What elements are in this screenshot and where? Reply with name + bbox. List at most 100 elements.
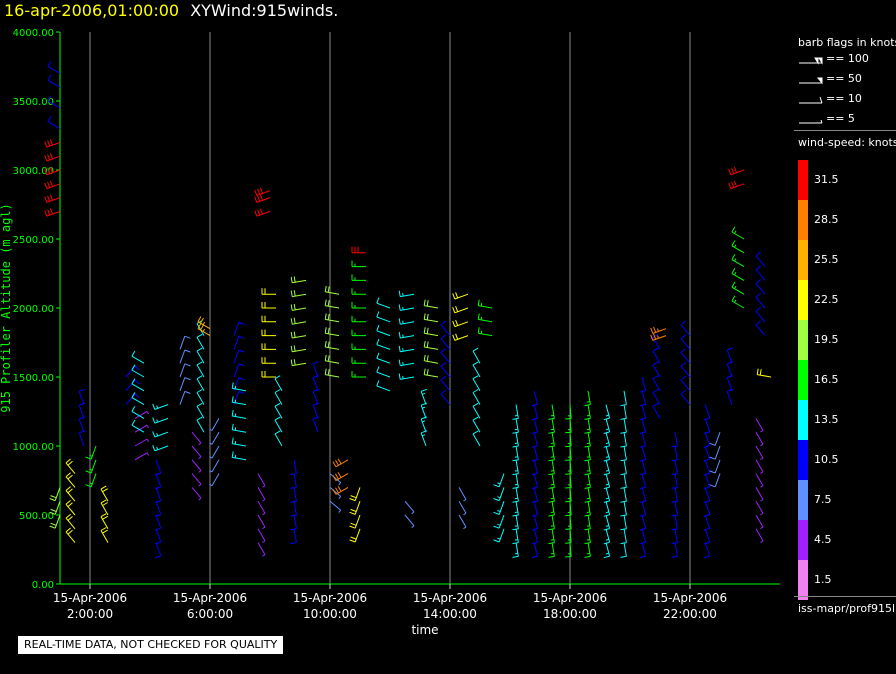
speed-scale-label: 10.5	[814, 453, 839, 466]
wind-barb	[639, 501, 647, 517]
x-tick-time-label: 10:00:00	[303, 607, 357, 621]
wind-barb	[274, 375, 283, 392]
wind-barb	[376, 325, 391, 337]
wind-barb	[152, 403, 169, 410]
wind-barb	[261, 343, 276, 350]
wind-barb	[47, 116, 61, 130]
wind-barb	[531, 404, 539, 421]
barb-sample-icon	[799, 96, 823, 104]
wind-barb	[565, 542, 572, 558]
wind-barb	[440, 362, 451, 378]
wind-barb	[531, 445, 539, 462]
x-axis-label: time	[411, 623, 438, 637]
wind-barb	[620, 418, 627, 434]
wind-barb	[231, 437, 247, 447]
wind-barb	[731, 240, 745, 254]
wind-barb	[257, 487, 266, 502]
wind-barb	[726, 361, 733, 378]
wind-barb	[652, 333, 661, 350]
wind-barb	[261, 302, 276, 309]
wind-barb	[290, 290, 307, 298]
wind-barb	[78, 430, 85, 447]
wind-barb	[209, 431, 220, 445]
wind-barb	[620, 459, 627, 476]
wind-barb	[565, 528, 572, 544]
wind-barb	[404, 500, 415, 515]
wind-barb	[191, 459, 202, 473]
wind-barb	[671, 528, 678, 545]
wind-barb	[731, 226, 745, 240]
wind-barb	[458, 514, 467, 530]
wind-barb	[65, 513, 76, 530]
wind-barb	[423, 354, 439, 364]
wind-barb	[548, 487, 555, 503]
wind-barb	[312, 361, 319, 378]
wind-barb	[709, 432, 721, 446]
wind-barb	[620, 390, 627, 407]
wind-barb	[755, 279, 766, 295]
wind-barb	[47, 74, 61, 88]
wind-barb	[49, 514, 61, 529]
wind-barb	[155, 514, 162, 531]
wind-barb	[531, 514, 539, 531]
wind-barb	[512, 542, 519, 558]
wind-barb	[440, 320, 451, 336]
wind-barb	[254, 194, 271, 203]
wind-barb	[155, 459, 162, 476]
wind-barb	[671, 501, 678, 517]
wind-barb	[755, 528, 764, 543]
y-tick-label: 4000.00	[13, 28, 54, 39]
barb-sample-icon	[799, 119, 823, 124]
wind-barb	[231, 410, 247, 419]
wind-barb	[351, 343, 366, 350]
speed-color-swatch	[798, 320, 808, 360]
x-tick-time-label: 18:00:00	[543, 607, 597, 621]
wind-barb	[531, 432, 539, 448]
x-tick-time-label: 6:00:00	[187, 607, 233, 621]
wind-barb	[420, 402, 427, 419]
wind-barb	[512, 528, 519, 545]
wind-barb	[756, 368, 772, 378]
wind-barb	[261, 288, 276, 295]
wind-barb	[755, 487, 764, 502]
y-tick-label: 3000.00	[13, 166, 54, 177]
wind-barb	[548, 404, 555, 420]
wind-barb	[652, 402, 661, 419]
barb-legend-label: == 5	[826, 112, 855, 125]
wind-barb	[351, 315, 366, 323]
legend-divider	[794, 130, 896, 131]
wind-barb	[548, 514, 555, 531]
speed-color-swatch	[798, 560, 808, 600]
wind-barb	[398, 290, 415, 298]
title-date: 16-apr-2006,01:00:00	[4, 1, 180, 20]
wind-barb	[639, 528, 647, 545]
wind-barb	[452, 292, 469, 300]
wind-barb	[290, 501, 297, 517]
wind-barb	[324, 327, 340, 337]
wind-barb	[261, 357, 276, 364]
barb-legend-heading: barb flags in knots	[798, 36, 896, 49]
wind-barb	[620, 501, 627, 517]
wind-barb	[671, 459, 678, 476]
speed-scale-label: 4.5	[814, 533, 832, 546]
wind-barb	[152, 417, 169, 424]
wind-barb	[191, 487, 202, 501]
wind-barb	[531, 542, 539, 559]
speed-scale-label: 19.5	[814, 333, 839, 346]
wind-barb	[755, 473, 764, 488]
wind-barb	[565, 487, 572, 503]
wind-barb	[85, 459, 97, 474]
wind-barb	[131, 405, 145, 419]
wind-barb	[755, 306, 766, 323]
wind-barb	[290, 345, 307, 353]
wind-barb	[531, 487, 539, 503]
wind-barb	[440, 348, 451, 364]
wind-barb	[65, 486, 76, 502]
wind-barb	[155, 542, 162, 559]
wind-barb	[704, 445, 711, 462]
wind-barb	[312, 416, 319, 433]
wind-barb	[584, 473, 591, 489]
wind-barb	[493, 514, 505, 529]
wind-barb	[731, 267, 745, 281]
wind-barb	[726, 375, 733, 391]
